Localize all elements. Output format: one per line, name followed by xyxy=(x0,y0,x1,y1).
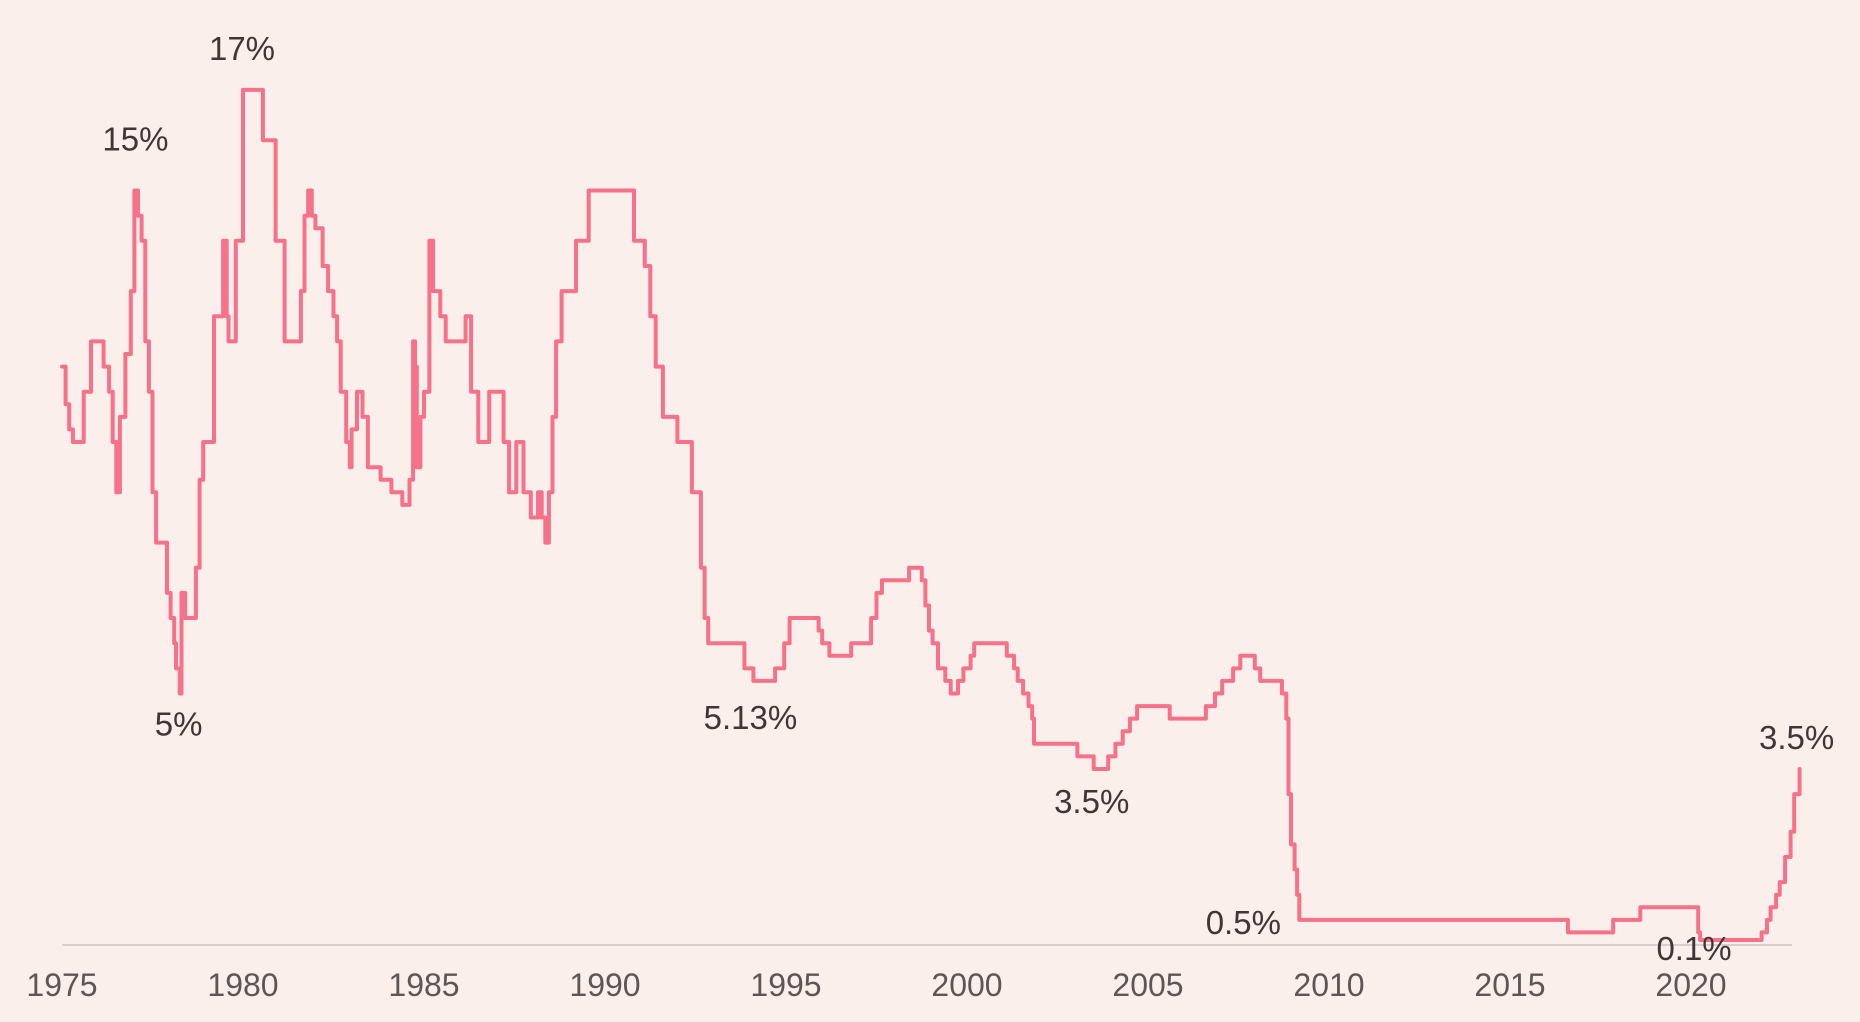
data-label-6: 0.1% xyxy=(1656,930,1731,967)
data-label-7: 3.5% xyxy=(1759,719,1834,756)
x-tick-label-1995: 1995 xyxy=(750,967,821,1003)
x-tick-label-1990: 1990 xyxy=(569,967,640,1003)
x-tick-label-1980: 1980 xyxy=(207,967,278,1003)
data-labels: 15% 17% 5% 5.13% 3.5% 0.5% 0.1% 3.5% xyxy=(102,30,1834,967)
data-label-1: 17% xyxy=(209,30,275,67)
data-label-3: 5.13% xyxy=(704,699,798,736)
data-label-4: 3.5% xyxy=(1054,783,1129,820)
x-tick-label-2005: 2005 xyxy=(1112,967,1183,1003)
x-tick-label-2010: 2010 xyxy=(1293,967,1364,1003)
x-tick-label-1975: 1975 xyxy=(26,967,97,1003)
x-axis-ticks: 1975 1980 1985 1990 1995 2000 2005 2010 2015 2020 xyxy=(26,967,1726,1003)
x-tick-label-2000: 2000 xyxy=(931,967,1002,1003)
data-label-5: 0.5% xyxy=(1206,904,1281,941)
data-label-0: 15% xyxy=(102,121,168,158)
data-label-2: 5% xyxy=(155,706,203,743)
x-tick-label-2015: 2015 xyxy=(1474,967,1545,1003)
series-line xyxy=(60,87,1802,942)
x-tick-label-2020: 2020 xyxy=(1655,967,1726,1003)
x-tick-label-1985: 1985 xyxy=(388,967,459,1003)
